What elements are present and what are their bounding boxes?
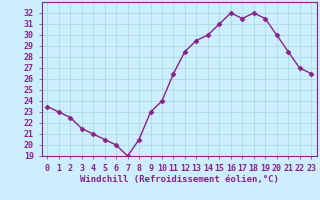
X-axis label: Windchill (Refroidissement éolien,°C): Windchill (Refroidissement éolien,°C) xyxy=(80,175,279,184)
